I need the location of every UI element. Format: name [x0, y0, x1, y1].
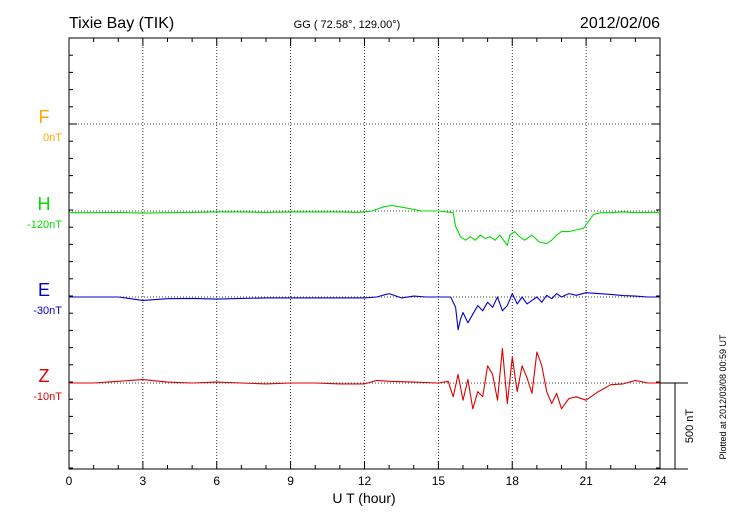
series-lines: [69, 204, 660, 410]
series-baseline-label-e: -30nT: [33, 305, 62, 317]
series-name-e: E: [38, 280, 50, 300]
series-line-z: [69, 348, 660, 410]
plot-date: 2012/02/06: [580, 15, 660, 32]
x-tick-label: 0: [66, 474, 73, 488]
x-tick-label: 12: [358, 474, 372, 488]
series-name-z: Z: [39, 366, 50, 386]
x-tick-label: 24: [653, 474, 667, 488]
series-line-e: [69, 292, 660, 331]
station-coords: GG ( 72.58°, 129.00°): [294, 19, 401, 31]
x-axis-label: U T (hour): [332, 490, 395, 506]
x-tick-label: 15: [432, 474, 446, 488]
series-labels: F 0nT H -120nT E -30nT Z -10nT: [27, 107, 62, 403]
axis-ticks: [68, 37, 661, 469]
series-baseline-label-z: -10nT: [33, 391, 62, 403]
grid-lines: [142, 38, 587, 469]
series-name-h: H: [38, 194, 51, 214]
series-baseline-label-f: 0nT: [43, 132, 62, 144]
x-tick-labels: 0 3 6 9 12 15 18 21 24: [66, 474, 667, 488]
x-tick-label: 18: [506, 474, 520, 488]
scale-bar-label: 500 nT: [684, 409, 696, 444]
series-baseline-label-h: -120nT: [27, 219, 62, 231]
series-line-h: [69, 204, 660, 246]
series-name-f: F: [39, 107, 50, 127]
station-title: Tixie Bay (TIK): [69, 15, 174, 32]
x-tick-label: 6: [213, 474, 220, 488]
x-tick-label: 3: [140, 474, 147, 488]
x-tick-label: 21: [579, 474, 593, 488]
scale-bar: 500 nT: [660, 382, 696, 470]
plotted-timestamp: Plotted at 2012/03/08 00:59 UT: [718, 334, 728, 460]
x-tick-label: 9: [287, 474, 294, 488]
